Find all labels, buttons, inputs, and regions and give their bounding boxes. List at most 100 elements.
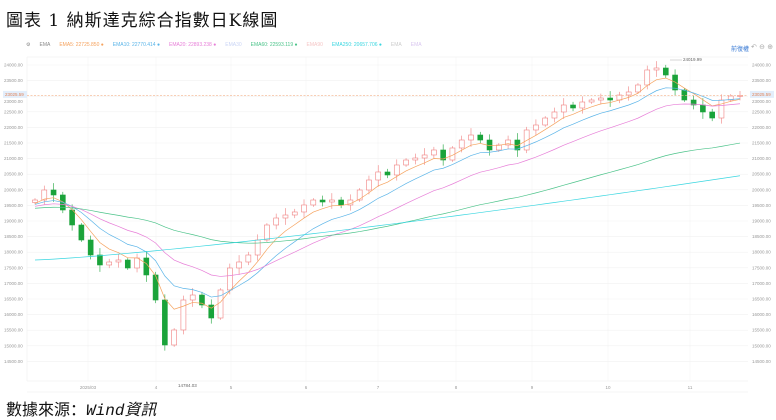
candle — [180, 295, 187, 335]
candle-body — [124, 259, 131, 269]
candle — [282, 208, 289, 225]
legend-item[interactable]: EMA90 — [306, 42, 323, 48]
candle-body — [32, 199, 38, 203]
candle — [50, 183, 57, 202]
legend-item[interactable]: EMA5: 22725.850 ● — [59, 42, 104, 48]
x-tick-label: 11 — [688, 385, 693, 390]
candle — [718, 94, 725, 124]
candle — [709, 108, 715, 122]
candle — [533, 119, 539, 136]
candle-body — [496, 144, 502, 151]
candle-body — [533, 124, 539, 131]
candle-body — [598, 97, 604, 101]
candle — [273, 213, 279, 230]
legend-item[interactable]: EMA10: 22770.414 ● — [112, 42, 161, 48]
candle — [588, 98, 595, 104]
candle-body — [273, 217, 279, 226]
y-tick-label-right: 22500.00 — [752, 109, 771, 114]
candle-body — [319, 199, 326, 203]
candle — [366, 175, 372, 195]
candle-body — [87, 239, 94, 256]
candle-body — [384, 171, 391, 176]
ema250-line — [34, 175, 741, 261]
y-tick-label-left: 14500.00 — [4, 359, 23, 364]
candle-body — [189, 294, 196, 301]
y-tick-label-left: 21000.00 — [4, 156, 23, 161]
candle — [505, 135, 511, 150]
candle — [570, 101, 576, 112]
legend-item[interactable]: EMA250: 20657.706 ● — [331, 42, 382, 48]
candle-body — [440, 149, 446, 161]
candle-body — [227, 267, 233, 291]
candle — [458, 135, 465, 153]
candle — [440, 144, 446, 166]
candle — [87, 235, 94, 260]
candle-body — [78, 224, 85, 241]
candle — [635, 83, 641, 94]
legend-item[interactable]: EMA — [390, 42, 402, 48]
legend-item[interactable]: EMA30 — [225, 42, 242, 48]
candle-body — [393, 164, 400, 176]
low-label: 14784.03 — [178, 383, 197, 388]
candle-body — [217, 289, 224, 319]
candle — [245, 251, 252, 266]
candle-body — [97, 254, 103, 266]
candle-body — [662, 67, 669, 76]
candle-body — [412, 157, 419, 161]
candle — [412, 153, 419, 165]
candle — [310, 198, 317, 207]
candle-body — [709, 111, 715, 119]
legend-item[interactable]: EMA — [410, 42, 422, 48]
candle-body — [301, 204, 307, 213]
candle — [41, 185, 48, 205]
legend-item[interactable]: EMA60: 22593.119 ● — [250, 42, 298, 48]
candle — [106, 258, 113, 269]
candle — [579, 96, 586, 114]
adjust-button[interactable]: 前復權 — [731, 47, 750, 53]
settings-icon[interactable]: ⚙ — [26, 42, 31, 48]
candle-body — [375, 171, 382, 181]
y-tick-label-right: 21000.00 — [752, 156, 771, 161]
candle — [338, 196, 344, 209]
candle — [143, 251, 150, 282]
candle-body — [737, 95, 743, 97]
candle-body — [152, 274, 159, 301]
ema20-line — [34, 103, 741, 277]
y-tick-label-left: 17500.00 — [4, 265, 23, 270]
x-tick-label: 8 — [455, 385, 458, 390]
y-tick-label-left: 15500.00 — [4, 328, 23, 333]
candle-body — [477, 134, 484, 141]
chart-title: 圖表 1 納斯達克綜合指數日K線圖 — [6, 11, 279, 31]
source-note: 數據來源：Wind資訊 — [6, 396, 156, 420]
candle — [431, 146, 437, 159]
y-tick-label-left: 22000.00 — [4, 125, 23, 130]
candle-body — [458, 139, 465, 149]
y-tick-label-right: 17000.00 — [752, 281, 771, 286]
y-tick-label-right: 15500.00 — [752, 328, 771, 333]
zoom-out-icon[interactable]: ⊖ — [759, 43, 765, 51]
y-tick-label-left: 20500.00 — [4, 172, 23, 177]
undo-icon[interactable]: ↶ — [751, 43, 757, 51]
candle-body — [69, 209, 75, 226]
candle-body — [291, 211, 298, 216]
candle — [477, 131, 484, 144]
candle-body — [588, 99, 595, 103]
candle — [236, 255, 242, 275]
candle — [607, 91, 613, 107]
candle — [625, 86, 632, 101]
candle — [403, 158, 409, 167]
y-tick-label-right: 19000.00 — [752, 219, 771, 224]
candle — [227, 263, 233, 295]
candle-body — [431, 149, 437, 156]
x-tick-label: 10 — [605, 385, 611, 390]
y-tick-label-left: 16500.00 — [4, 297, 23, 302]
zoom-in-icon[interactable]: ⊕ — [767, 43, 774, 51]
candle — [162, 294, 168, 351]
candle-body — [681, 89, 688, 101]
indicator-selector[interactable]: EMA — [39, 42, 51, 48]
y-tick-label-left: 22500.00 — [4, 109, 23, 114]
legend-item[interactable]: EMA20: 22893.238 ● — [169, 42, 217, 48]
y-tick-label-left: 18500.00 — [4, 234, 23, 239]
candle-body — [115, 259, 122, 263]
source-label: 數據來源： — [6, 400, 87, 419]
